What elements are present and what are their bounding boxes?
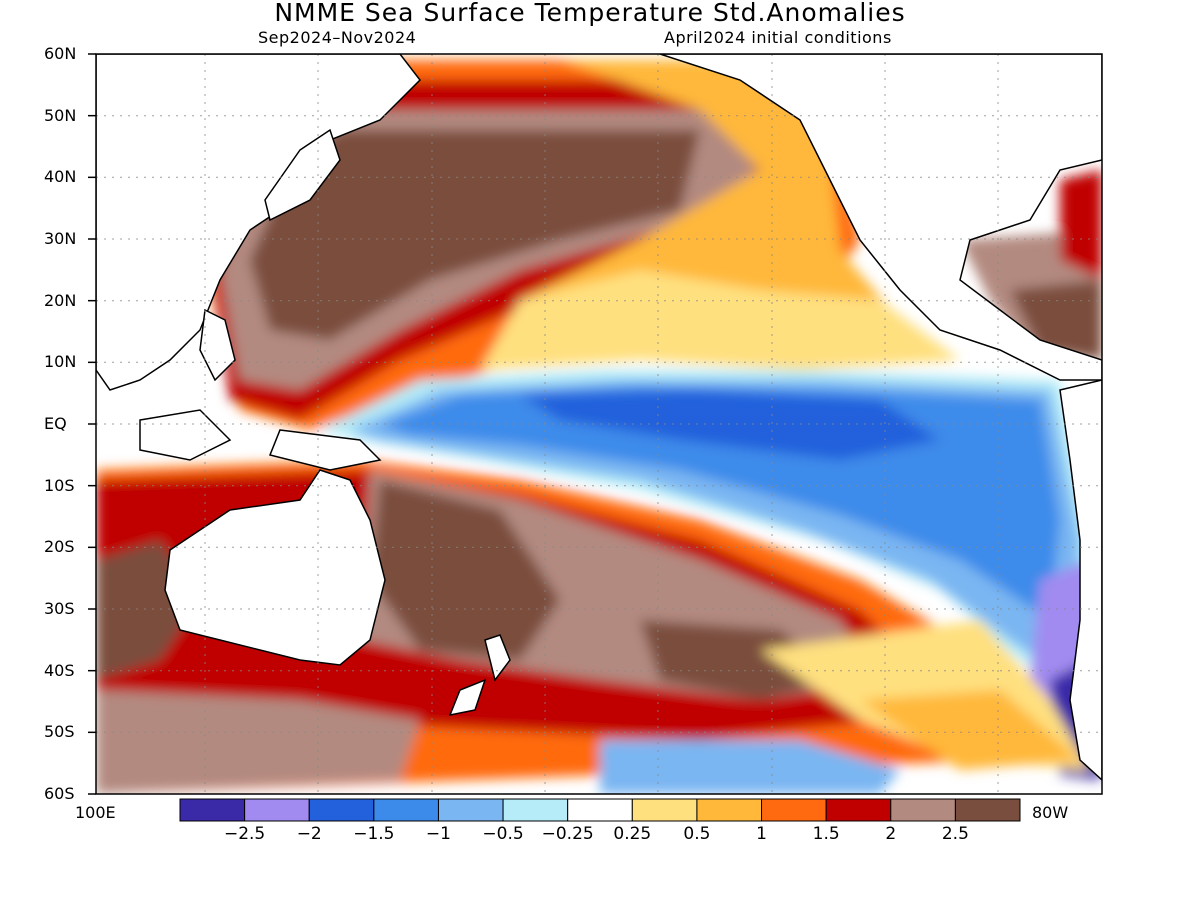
lat-label: 30N [44, 229, 77, 248]
colorbar-swatch [373, 798, 439, 822]
lat-label: 10N [44, 352, 77, 372]
colorbar-swatch [308, 798, 375, 822]
colorbar-swatch [631, 798, 698, 822]
lat-label: 50N [44, 105, 77, 125]
colorbar-swatch [825, 798, 892, 822]
colorbar-tick-label: 0.25 [613, 824, 652, 844]
lat-label: EQ [44, 414, 67, 433]
lat-label: 30S [44, 599, 75, 618]
colorbar [179, 798, 1021, 822]
lat-label: 40N [44, 167, 77, 187]
colorbar-swatch [761, 798, 827, 822]
colorbar-tick-label: 1.5 [812, 824, 840, 844]
colorbar-swatch [502, 798, 569, 822]
gridlines [96, 54, 1102, 794]
forecast-period: Sep2024–Nov2024 [258, 28, 417, 47]
lat-label: 60S [44, 784, 75, 803]
anomaly-field [96, 54, 1102, 794]
lat-label: 60N [44, 44, 77, 63]
lon-label-left: 100E [75, 803, 116, 822]
lon-label-right: 80W [1032, 803, 1069, 822]
map-title: NMME Sea Surface Temperature Std.Anomali… [274, 0, 906, 27]
colorbar-swatch [696, 798, 763, 822]
land-masses [96, 54, 1102, 782]
lat-label: 50S [44, 722, 75, 742]
colorbar-swatch [179, 798, 246, 822]
colorbar-tick-label: 1 [756, 824, 767, 844]
colorbar-tick-label: −2.5 [223, 824, 266, 844]
colorbar-swatch [567, 798, 633, 822]
colorbar-tick-label: −0.25 [541, 824, 594, 844]
colorbar-swatch [437, 798, 504, 822]
colorbar-tick-label: −1.5 [353, 824, 395, 844]
colorbar-swatch [244, 798, 310, 822]
colorbar-tick-label: 0.5 [683, 824, 711, 844]
colorbar-swatch [890, 798, 956, 822]
colorbar-tick-label: −1 [425, 824, 451, 844]
lat-label: 20S [44, 537, 75, 557]
lat-label: 40S [44, 660, 75, 680]
colorbar-swatch [954, 798, 1021, 822]
lat-label: 20N [44, 290, 77, 310]
colorbar-tick-label: −2 [296, 824, 322, 844]
colorbar-tick-label: 2 [885, 824, 897, 844]
latitude-ticks [88, 53, 96, 795]
colorbar-tick-label: 2.5 [941, 824, 969, 844]
lat-label: 10S [44, 475, 75, 495]
colorbar-tick-label: −0.5 [482, 824, 524, 844]
initial-conditions: April2024 initial conditions [664, 28, 892, 47]
